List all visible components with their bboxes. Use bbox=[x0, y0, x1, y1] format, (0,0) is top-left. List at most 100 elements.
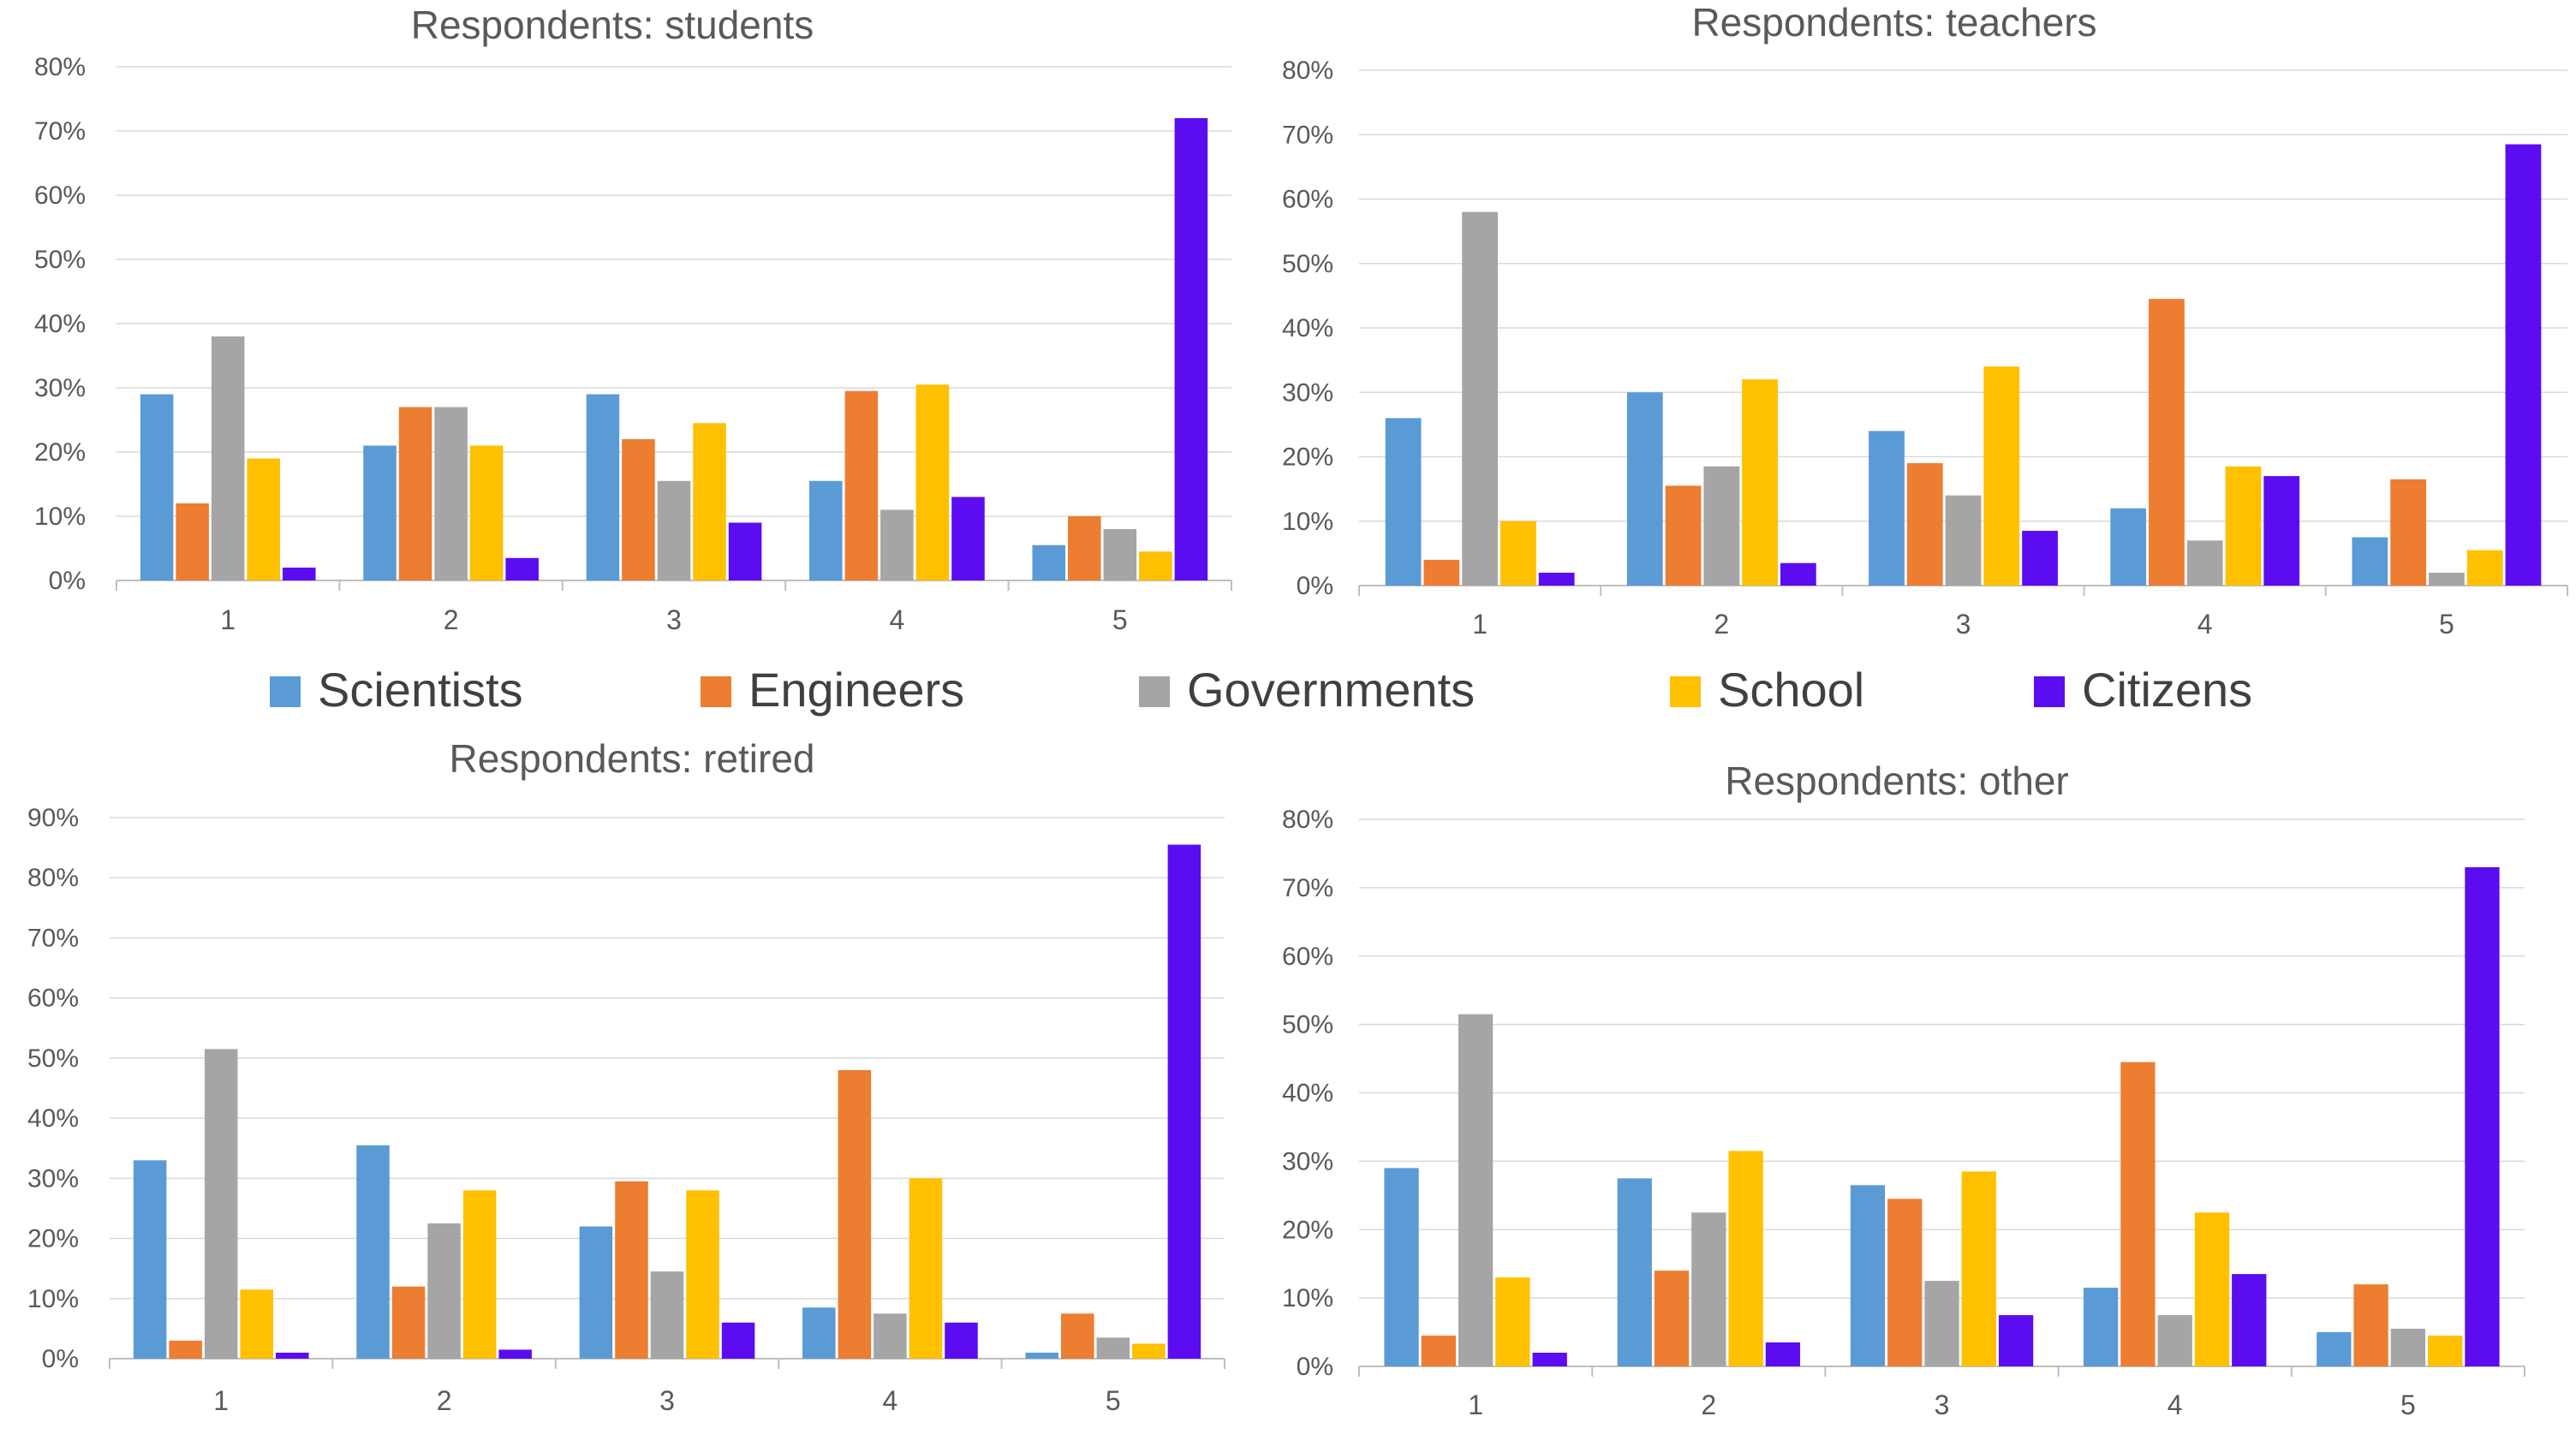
x-tick-label: 1 bbox=[220, 604, 236, 635]
y-tick-label: 70% bbox=[34, 117, 86, 146]
bar-teachers-school-cat-1 bbox=[1500, 521, 1536, 586]
chart-panel-other: Respondents: other 0% 10% 20% 30% 40% 50% 60% 70… bbox=[1282, 759, 2525, 1420]
x-tick-label: 4 bbox=[2197, 609, 2213, 640]
x-tick-label: 2 bbox=[444, 604, 459, 635]
y-tick-label: 20% bbox=[1282, 443, 1333, 472]
y-tick-label: 50% bbox=[27, 1044, 79, 1073]
bar-students-school-cat-2 bbox=[469, 445, 504, 580]
bar-other-engineers-cat-3 bbox=[1887, 1199, 1923, 1366]
bar-students-citizens-cat-4 bbox=[951, 497, 985, 580]
bar-retired-governments-cat-2 bbox=[427, 1223, 461, 1359]
bar-teachers-citizens-cat-2 bbox=[1780, 562, 1816, 586]
chart-title: Respondents: teachers bbox=[1691, 0, 2096, 45]
bar-teachers-engineers-cat-1 bbox=[1423, 559, 1460, 586]
bar-teachers-engineers-cat-2 bbox=[1665, 485, 1702, 586]
chart-title: Respondents: other bbox=[1725, 759, 2069, 803]
bar-retired-scientists-cat-3 bbox=[579, 1226, 613, 1359]
y-tick-label: 90% bbox=[27, 804, 79, 832]
bar-teachers-school-cat-3 bbox=[1983, 366, 2020, 586]
bar-retired-governments-cat-3 bbox=[650, 1271, 684, 1359]
y-tick-label: 60% bbox=[34, 181, 86, 210]
x-tick-label: 4 bbox=[883, 1385, 898, 1416]
bar-students-citizens-cat-5 bbox=[1174, 118, 1208, 580]
bar-retired-scientists-cat-4 bbox=[802, 1307, 836, 1359]
legend-label-scientists: Scientists bbox=[318, 663, 523, 717]
x-tick-label: 3 bbox=[666, 604, 682, 635]
bar-students-engineers-cat-3 bbox=[622, 439, 655, 580]
y-tick-label: 80% bbox=[1282, 806, 1333, 834]
bar-students-scientists-cat-3 bbox=[586, 394, 620, 580]
bar-teachers-citizens-cat-5 bbox=[2505, 144, 2542, 586]
x-tick-label: 1 bbox=[1472, 609, 1488, 640]
bar-other-citizens-cat-5 bbox=[2465, 866, 2500, 1366]
bar-teachers-governments-cat-4 bbox=[2186, 540, 2223, 586]
bar-retired-governments-cat-1 bbox=[204, 1049, 238, 1359]
bar-teachers-citizens-cat-3 bbox=[2022, 531, 2058, 586]
y-tick-label: 10% bbox=[1282, 508, 1333, 536]
bar-other-school-cat-3 bbox=[1961, 1171, 1996, 1366]
bar-retired-engineers-cat-4 bbox=[838, 1069, 872, 1359]
bar-teachers-school-cat-4 bbox=[2225, 466, 2262, 586]
chart-panel-teachers: Respondents: teachers 0% 10% 20% 30% 40% 50% 60… bbox=[1282, 0, 2568, 640]
bar-students-school-cat-3 bbox=[693, 423, 726, 580]
bar-students-scientists-cat-1 bbox=[140, 394, 174, 580]
bar-students-citizens-cat-2 bbox=[505, 557, 539, 580]
y-tick-label: 70% bbox=[1282, 121, 1333, 149]
bar-other-engineers-cat-2 bbox=[1654, 1270, 1690, 1366]
bar-other-scientists-cat-2 bbox=[1617, 1178, 1652, 1366]
legend-swatch-citizens bbox=[2034, 676, 2065, 707]
bar-retired-citizens-cat-3 bbox=[721, 1322, 755, 1359]
y-tick-label: 0% bbox=[42, 1345, 79, 1373]
legend-label-engineers: Engineers bbox=[748, 663, 964, 717]
bar-other-scientists-cat-4 bbox=[2083, 1288, 2119, 1366]
bar-other-citizens-cat-3 bbox=[1998, 1315, 2034, 1366]
bar-students-citizens-cat-1 bbox=[283, 568, 316, 580]
x-tick-label: 3 bbox=[659, 1385, 675, 1416]
y-tick-label: 50% bbox=[34, 246, 86, 274]
y-tick-label: 60% bbox=[1282, 186, 1333, 214]
y-tick-label: 0% bbox=[1297, 1353, 1333, 1381]
legend-swatch-scientists bbox=[270, 676, 301, 707]
bar-teachers-citizens-cat-1 bbox=[1538, 572, 1575, 586]
bar-students-engineers-cat-2 bbox=[398, 407, 432, 580]
bar-teachers-scientists-cat-1 bbox=[1385, 418, 1422, 586]
bar-students-governments-cat-1 bbox=[211, 336, 245, 580]
chart-title: Respondents: retired bbox=[449, 736, 814, 781]
y-tick-label: 60% bbox=[27, 985, 79, 1013]
y-tick-label: 40% bbox=[1282, 1080, 1333, 1108]
bar-other-governments-cat-3 bbox=[1924, 1281, 1959, 1366]
bar-other-school-cat-5 bbox=[2428, 1336, 2463, 1366]
x-tick-label: 5 bbox=[2439, 609, 2454, 640]
x-tick-label: 4 bbox=[890, 604, 905, 635]
bar-teachers-scientists-cat-3 bbox=[1869, 431, 1905, 586]
y-tick-label: 80% bbox=[27, 864, 79, 892]
bar-retired-scientists-cat-2 bbox=[356, 1145, 390, 1359]
bar-teachers-governments-cat-5 bbox=[2429, 572, 2465, 586]
bar-retired-engineers-cat-5 bbox=[1060, 1313, 1094, 1359]
legend-label-school: School bbox=[1718, 663, 1864, 717]
bar-students-scientists-cat-4 bbox=[809, 480, 843, 580]
y-tick-label: 30% bbox=[34, 374, 86, 402]
y-tick-label: 30% bbox=[1282, 378, 1333, 407]
y-tick-label: 0% bbox=[1297, 572, 1333, 600]
bar-other-school-cat-2 bbox=[1728, 1151, 1763, 1366]
bar-other-governments-cat-4 bbox=[2157, 1315, 2192, 1366]
bar-teachers-governments-cat-1 bbox=[1462, 211, 1498, 586]
bar-teachers-school-cat-2 bbox=[1742, 379, 1778, 586]
y-tick-label: 40% bbox=[34, 310, 86, 338]
y-tick-label: 70% bbox=[27, 924, 79, 952]
bar-retired-school-cat-4 bbox=[909, 1178, 943, 1359]
bar-other-scientists-cat-5 bbox=[2317, 1332, 2352, 1366]
y-tick-label: 40% bbox=[1282, 314, 1333, 342]
bar-teachers-governments-cat-2 bbox=[1703, 466, 1740, 586]
y-tick-label: 20% bbox=[27, 1225, 79, 1253]
bar-retired-citizens-cat-4 bbox=[945, 1322, 978, 1359]
bar-teachers-school-cat-5 bbox=[2466, 550, 2503, 586]
bar-students-governments-cat-2 bbox=[434, 407, 468, 580]
x-tick-label: 3 bbox=[1935, 1389, 1950, 1420]
y-tick-label: 20% bbox=[1282, 1216, 1333, 1244]
y-tick-label: 40% bbox=[27, 1104, 79, 1133]
chart-title: Respondents: students bbox=[411, 3, 814, 47]
legend-label-governments: Governments bbox=[1187, 663, 1475, 717]
